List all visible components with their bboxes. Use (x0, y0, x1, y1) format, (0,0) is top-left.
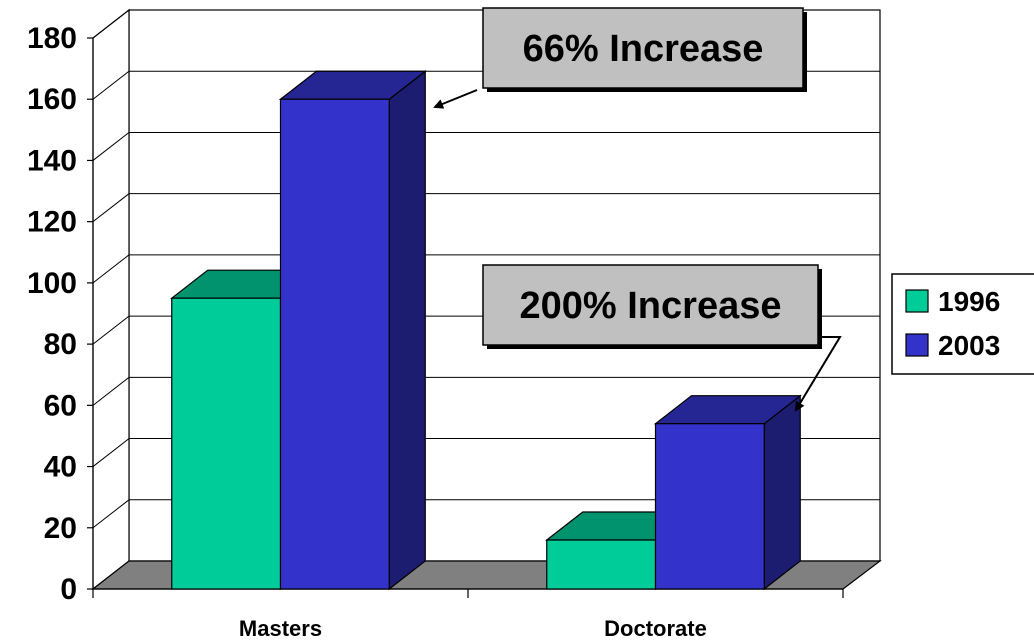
gridline-depth (92, 499, 130, 529)
y-tick-label: 20 (44, 512, 77, 545)
annotation-text: 200% Increase (520, 285, 782, 327)
bar (546, 539, 657, 590)
gridline-depth (92, 70, 130, 100)
x-tick-label: Masters (239, 616, 322, 641)
side-wall (92, 8, 130, 591)
y-tick-label: 60 (44, 389, 77, 422)
annotation-arrow (794, 336, 842, 412)
x-tick-label: Doctorate (604, 616, 707, 641)
y-tick-label: 80 (44, 328, 77, 361)
gridline-depth (92, 438, 130, 467)
gridline-depth (92, 376, 130, 406)
bar-side (388, 69, 426, 591)
bar (654, 423, 765, 590)
legend-swatch (905, 289, 929, 313)
y-tick-label: 0 (60, 573, 77, 606)
gridline-depth (92, 9, 130, 39)
gridline-depth (92, 254, 130, 284)
y-tick-label: 140 (27, 144, 77, 177)
y-tick-label: 160 (27, 83, 77, 116)
y-tick-label: 180 (27, 22, 77, 55)
y-tick-label: 120 (27, 206, 77, 239)
gridline-depth (92, 315, 130, 345)
annotation-text: 66% Increase (523, 28, 764, 70)
bar-side (763, 394, 801, 591)
legend-box (891, 273, 1034, 375)
legend-swatch (905, 333, 929, 357)
bar (279, 98, 390, 590)
gridline-depth (92, 132, 130, 161)
annotation-arrow (433, 89, 478, 109)
legend-label: 1996 (938, 286, 1000, 317)
gridline-depth (92, 193, 130, 223)
annotation-box (482, 264, 819, 346)
bar (171, 297, 282, 590)
annotation-box (482, 7, 804, 89)
y-tick-label: 100 (27, 267, 77, 300)
legend-label: 2003 (938, 330, 1000, 361)
chart-annotations: 66% Increase 200% Increase (433, 7, 842, 412)
chart-bars (170, 69, 802, 591)
chart-legend: 1996 2003 (891, 273, 1034, 375)
y-tick-label: 40 (44, 451, 77, 484)
